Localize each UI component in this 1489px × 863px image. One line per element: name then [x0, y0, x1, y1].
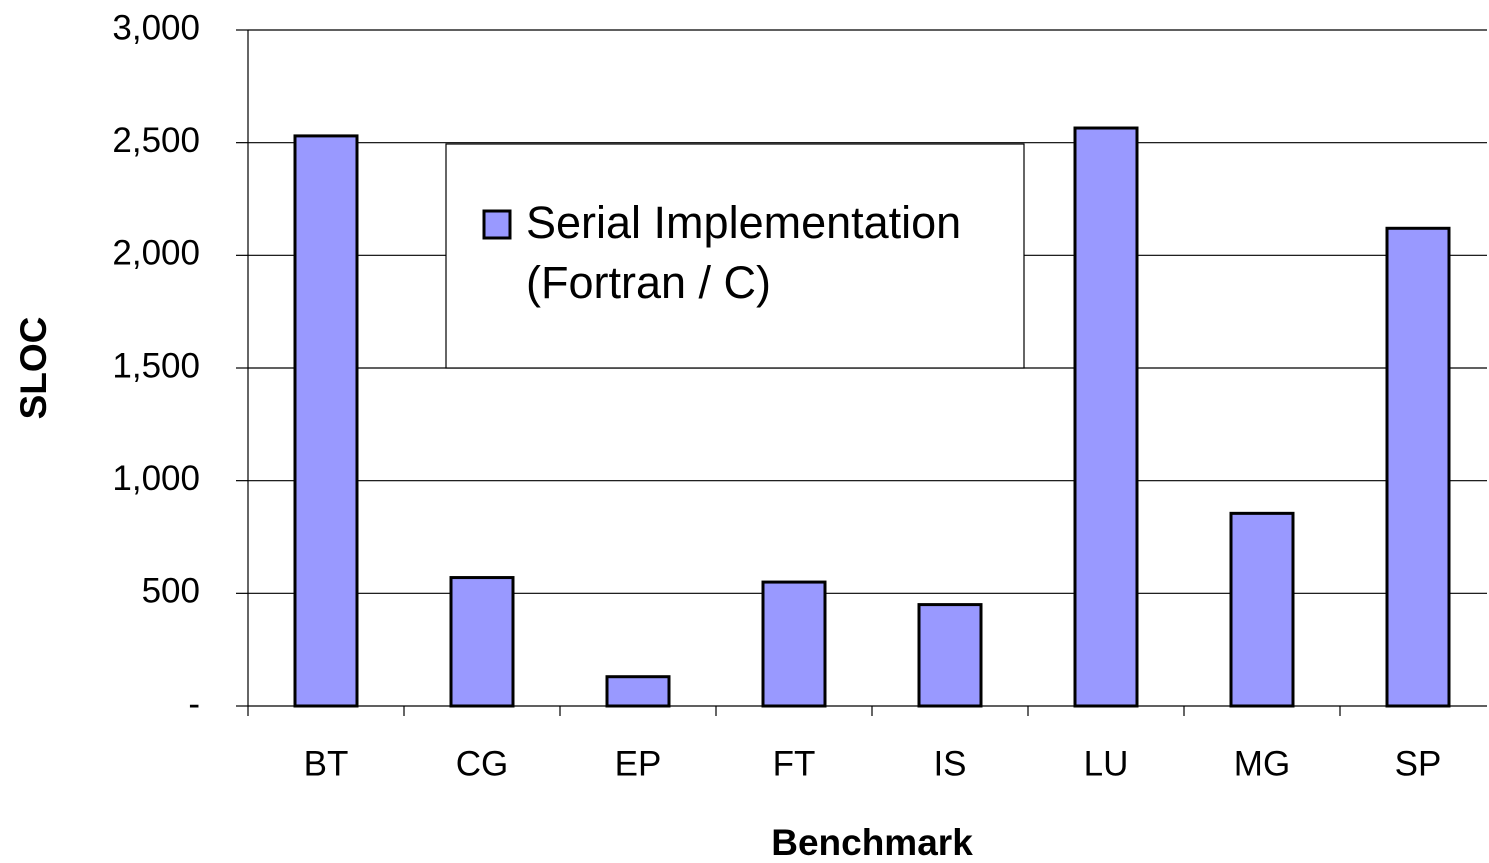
legend-box	[445, 143, 1025, 369]
x-tick-label: FT	[773, 744, 816, 783]
bar	[1385, 226, 1451, 708]
y-tick-label: -	[188, 684, 200, 723]
bar	[761, 580, 827, 708]
bar	[1229, 511, 1295, 708]
y-tick-label: 2,500	[112, 121, 200, 160]
x-tick-label: BT	[304, 744, 349, 783]
x-tick-label: CG	[456, 744, 509, 783]
bar	[449, 576, 515, 708]
bar	[917, 603, 983, 708]
bar	[605, 675, 671, 708]
legend-label: Serial Implementation (Fortran / C)	[526, 197, 962, 308]
x-tick-label: SP	[1395, 744, 1442, 783]
x-axis-title: Benchmark	[771, 822, 973, 863]
y-axis-title: SLOC	[13, 317, 54, 420]
x-tick-label: EP	[615, 744, 662, 783]
y-tick-label: 2,000	[112, 234, 200, 273]
bar	[293, 134, 359, 708]
legend-swatch	[482, 209, 512, 240]
y-tick-label: 3,000	[112, 8, 200, 47]
x-tick-label: LU	[1084, 744, 1129, 783]
x-tick-label: MG	[1234, 744, 1290, 783]
bar	[1073, 126, 1139, 708]
x-tick-label: IS	[933, 744, 966, 783]
y-tick-label: 1,500	[112, 346, 200, 385]
y-tick-label: 500	[142, 572, 200, 611]
y-tick-label: 1,000	[112, 459, 200, 498]
